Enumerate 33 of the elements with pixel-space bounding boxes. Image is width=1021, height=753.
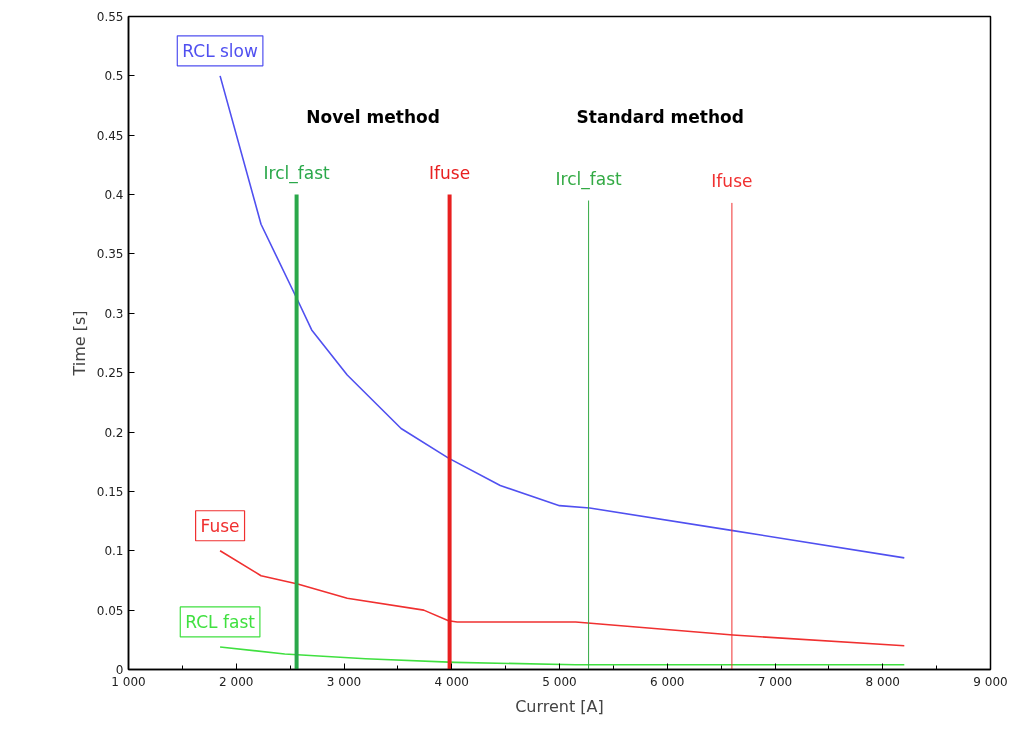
series-label: Ifuse: [429, 162, 471, 183]
y-tick-label: 0.55: [96, 10, 124, 24]
series-label: Ircl_fast: [555, 168, 622, 190]
y-tick-label: 0.45: [96, 128, 124, 143]
x-tick-label: 9 000: [973, 674, 1008, 689]
y-tick-label: 0.1: [104, 544, 124, 559]
series-label: RCL slow: [182, 40, 258, 61]
y-tick-label: 0.35: [96, 247, 124, 262]
y-axis-title: Time [s]: [69, 310, 89, 377]
line-series: [219, 646, 906, 666]
y-tick-label: 0: [115, 663, 124, 677]
annotation: Novel method: [306, 106, 440, 127]
y-tick-label: 0.5: [104, 69, 124, 84]
x-tick-label: 4 000: [434, 674, 469, 689]
x-tick-label: 6 000: [650, 674, 685, 689]
x-tick-label: 2 000: [219, 674, 254, 689]
series-label: RCL fast: [185, 611, 256, 632]
series-label: Ifuse: [711, 170, 753, 191]
x-tick-label: 1 000: [111, 674, 146, 689]
x-tick-label: 5 000: [542, 674, 577, 689]
x-tick-label: 7 000: [757, 674, 793, 689]
series-label: Fuse: [200, 515, 240, 536]
y-tick-label: 0.2: [104, 425, 124, 440]
y-tick-label: 0.15: [96, 484, 124, 499]
y-tick-label: 0.3: [104, 306, 124, 321]
annotation: Standard method: [576, 106, 744, 127]
x-tick-label: 3 000: [326, 674, 362, 689]
series-label: Ircl_fast: [263, 162, 330, 184]
y-tick-label: 0.4: [104, 188, 124, 203]
y-tick-label: 0.05: [96, 603, 124, 618]
x-axis-title: Current [A]: [515, 696, 604, 716]
x-tick-label: 8 000: [865, 674, 900, 689]
y-tick-label: 0.25: [96, 366, 124, 381]
